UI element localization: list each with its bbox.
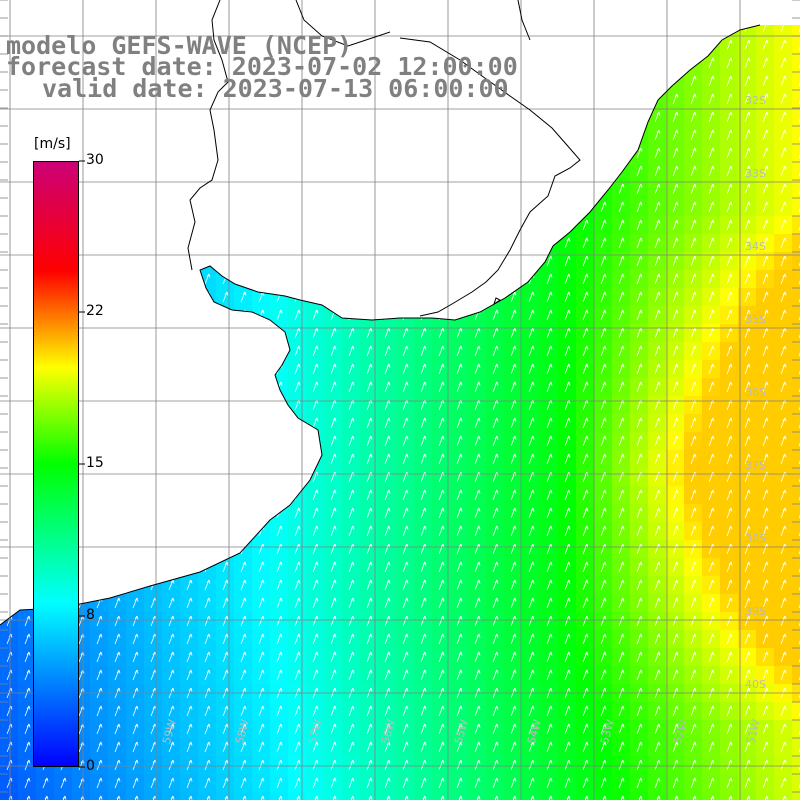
lat-label-33s: 33S — [745, 167, 766, 180]
colorbar-ticks — [79, 160, 85, 768]
coastline — [0, 0, 761, 626]
lat-label-39s: 39S — [745, 605, 766, 618]
lat-label-40s: 40S — [745, 678, 766, 691]
title-forecast-date: forecast date: 2023-07-02 12:00:00 — [6, 52, 518, 81]
lat-label-37s: 37S — [745, 459, 766, 472]
lat-label-38s: 38S — [745, 532, 766, 545]
lat-label-36s: 36S — [745, 386, 766, 399]
colorbar-label-0: 0 — [86, 758, 95, 774]
colorbar-label-8: 8 — [86, 607, 95, 623]
lat-label-32s: 32S — [745, 94, 766, 107]
lat-label-35s: 35S — [745, 313, 766, 326]
colorbar — [33, 161, 79, 767]
colorbar-label-15: 15 — [86, 455, 104, 471]
lat-label-34s: 34S — [745, 240, 766, 253]
title-model: modelo GEFS-WAVE (NCEP) — [6, 31, 353, 60]
colorbar-label-30: 30 — [86, 152, 104, 168]
title-valid-date: valid date: 2023-07-13 06:00:00 — [42, 74, 509, 103]
colorbar-unit-label: [m/s] — [34, 136, 71, 152]
colorbar-label-22: 22 — [86, 303, 104, 319]
